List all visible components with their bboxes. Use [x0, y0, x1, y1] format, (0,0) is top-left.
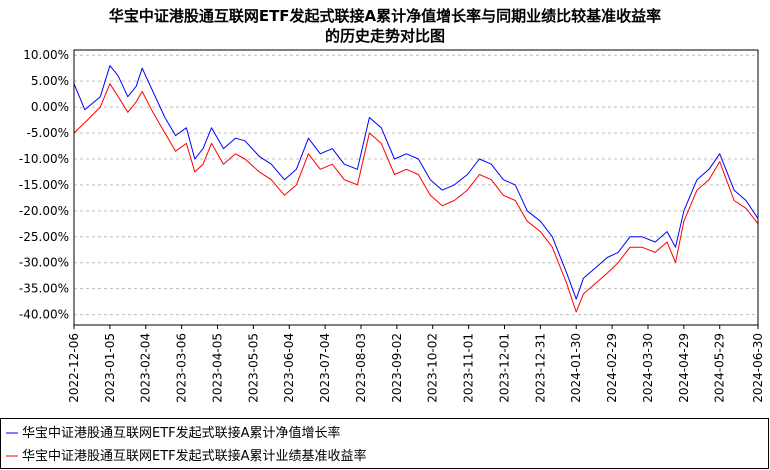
- chart-title-line-1: 华宝中证港股通互联网ETF发起式联接A累计净值增长率与同期业绩比较基准收益率: [109, 7, 661, 25]
- x-tick-label: 2023-06-04: [282, 333, 296, 403]
- x-tick-label: 2023-11-01: [462, 333, 476, 403]
- x-tick-label: 2023-10-02: [426, 333, 440, 403]
- x-tick-label: 2023-03-06: [175, 333, 189, 403]
- x-tick-label: 2023-12-01: [497, 333, 511, 403]
- legend-label-nav: 华宝中证港股通互联网ETF发起式联接A累计净值增长率: [22, 425, 341, 441]
- series-lines: [73, 65, 759, 313]
- gridlines: [74, 54, 758, 316]
- x-tick-label: 2023-07-04: [318, 333, 332, 403]
- x-tick-label: 2022-12-06: [67, 333, 81, 403]
- x-tick-label: 2023-05-05: [246, 333, 260, 403]
- series-line-nav: [73, 65, 759, 300]
- x-tick-label: 2024-02-29: [605, 333, 619, 403]
- x-axis-tick-labels: 2022-12-06 2023-01-05 2023-02-04 2023-03-06…: [67, 325, 765, 403]
- x-tick-label: 2023-12-31: [533, 333, 547, 403]
- legend-box: [0, 418, 769, 469]
- chart-title-line-2: 的历史走势对比图: [325, 27, 445, 45]
- x-tick-label: 2024-06-30: [751, 333, 765, 403]
- y-tick-label: -15.00%: [19, 178, 69, 192]
- y-tick-label: -25.00%: [19, 230, 69, 244]
- x-tick-label: 2023-04-05: [210, 333, 224, 403]
- legend: 华宝中证港股通互联网ETF发起式联接A累计净值增长率 华宝中证港股通互联网ETF…: [0, 418, 769, 469]
- y-tick-label: 10.00%: [23, 48, 69, 62]
- y-tick-label: -35.00%: [19, 282, 69, 296]
- x-tick-label: 2023-02-04: [139, 333, 153, 403]
- x-tick-label: 2024-05-29: [713, 333, 727, 403]
- x-tick-label: 2024-01-30: [569, 333, 583, 403]
- x-tick-label: 2023-08-03: [354, 333, 368, 403]
- y-tick-label: -20.00%: [19, 204, 69, 218]
- plot-area-border: [73, 49, 759, 326]
- y-tick-label: 0.00%: [31, 100, 69, 114]
- x-tick-label: 2023-09-02: [390, 333, 404, 403]
- y-tick-label: -30.00%: [19, 256, 69, 270]
- y-tick-label: -40.00%: [19, 308, 69, 322]
- legend-label-benchmark: 华宝中证港股通互联网ETF发起式联接A累计业绩基准收益率: [22, 448, 367, 464]
- series-line-benchmark: [73, 83, 759, 313]
- y-tick-label: 5.00%: [31, 74, 69, 88]
- x-tick-label: 2024-03-30: [641, 333, 655, 403]
- x-tick-label: 2024-04-29: [677, 333, 691, 403]
- y-tick-label: -5.00%: [27, 126, 69, 140]
- x-tick-label: 2023-01-05: [103, 333, 117, 403]
- y-tick-label: -10.00%: [19, 152, 69, 166]
- y-axis-tick-labels: 10.00% 5.00% 0.00% -5.00% -10.00% -15.00% -20.…: [19, 48, 69, 321]
